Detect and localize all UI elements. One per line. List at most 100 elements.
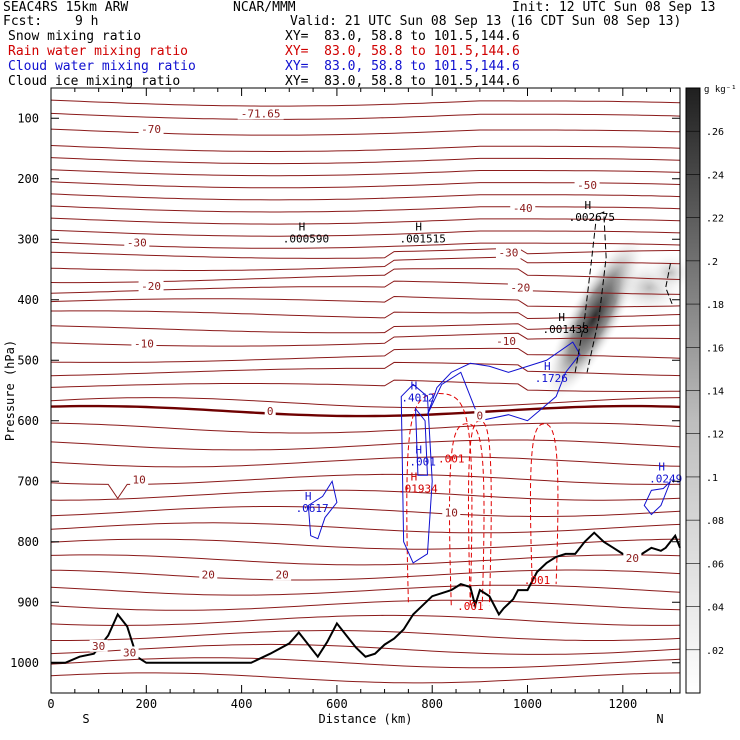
isotherm-line — [50, 229, 681, 237]
isotherm-line — [50, 672, 681, 684]
maximum-value: .000590 — [283, 232, 329, 245]
isotherm-line — [51, 630, 681, 641]
isotherm-line — [50, 205, 681, 213]
maximum-marker: H — [415, 444, 422, 457]
org-label: NCAR/MMM — [233, 0, 296, 15]
colorbar-tick-label: .26 — [706, 127, 724, 138]
maximum-marker: H — [658, 460, 665, 473]
temperature-label-bg — [273, 568, 292, 581]
x-tick-label: 1200 — [608, 697, 637, 711]
maximum-value: .01934 — [398, 483, 438, 496]
temperature-label: 20 — [626, 552, 639, 565]
maximum-marker: H — [299, 220, 306, 233]
temperature-label: 0 — [477, 409, 484, 422]
contour-labels: -71.65 -70 -50 -40 -30 -30 -20 -20 -10 -10 0 0 10 10 2… — [89, 107, 682, 659]
temperature-label-bg — [264, 405, 276, 418]
isotherm-line — [50, 323, 681, 334]
temperature-label: -10 — [134, 337, 154, 350]
direction-south: S — [82, 712, 89, 726]
cloud-ice-contour — [574, 211, 607, 373]
isotherm-line — [50, 404, 681, 418]
colorbar-tick-label: .12 — [706, 430, 724, 441]
isotherm-line — [50, 614, 681, 626]
field-ice-name: Cloud ice mixing ratio — [8, 74, 181, 89]
isotherm-line — [50, 538, 681, 550]
temperature-label: -71.65 — [241, 107, 281, 120]
maximum-value: .002675 — [569, 211, 615, 224]
y-tick-label: 300 — [17, 232, 39, 246]
field-snow-xy: XY= 83.0, 58.8 to 101.5,144.6 — [285, 29, 520, 44]
temperature-label: -20 — [141, 280, 161, 293]
maximum-marker: H — [411, 471, 418, 484]
rain-contour-label: .001 — [524, 574, 551, 587]
field-rain-xy: XY= 83.0, 58.8 to 101.5,144.6 — [285, 44, 520, 59]
cloud-water-contour — [643, 480, 671, 516]
x-tick-label: 200 — [135, 697, 157, 711]
temperature-label-bg — [623, 552, 642, 565]
colorbar: .02 .04 .06 .08 .1 .12 .14 .16 .18 .2 .22 .24 .26 g k… — [685, 85, 737, 694]
isotherm-line — [50, 397, 681, 409]
cloud-water-contour — [426, 341, 581, 422]
colorbar-tick-label: .04 — [706, 603, 724, 614]
rain-contour — [529, 423, 559, 585]
field-cloudwater-xy: XY= 83.0, 58.8 to 101.5,144.6 — [285, 59, 520, 74]
isotherm-line — [50, 554, 681, 566]
field-cloudwater-name: Cloud water mixing ratio — [8, 59, 196, 74]
colorbar-tick-label: .18 — [706, 300, 724, 311]
maximum-marker: H — [558, 311, 565, 324]
isotherm-line — [50, 456, 681, 468]
temperature-label-bg — [130, 473, 149, 486]
temperature-label-bg — [138, 123, 164, 136]
fcst-label: Fcst: — [3, 14, 43, 29]
temperature-label: 20 — [202, 568, 215, 581]
temperature-label-bg — [474, 409, 486, 422]
cloud-ice-contour — [665, 263, 674, 306]
x-tick-label: 800 — [421, 697, 443, 711]
rain-contour — [449, 423, 485, 606]
y-tick-label: 700 — [17, 474, 39, 488]
x-axis-label: Distance (km) — [319, 712, 413, 726]
temperature-label: 30 — [92, 640, 105, 653]
maximum-marker: H — [305, 490, 312, 503]
cloud-water-contour — [400, 383, 433, 564]
temperature-label: -50 — [577, 179, 597, 192]
temperature-label-bg — [493, 334, 519, 347]
terrain-profile — [51, 531, 681, 664]
isotherm-line — [50, 295, 681, 308]
temperature-label: 0 — [267, 405, 274, 418]
y-tick-label: 500 — [17, 353, 39, 367]
x-tick-label: 400 — [231, 697, 253, 711]
isotherm-line — [50, 241, 681, 249]
maximum-value: .001515 — [400, 232, 446, 245]
y-tick-label: 900 — [17, 595, 39, 609]
temperature-label: -10 — [496, 335, 516, 348]
isotherm-line — [50, 522, 681, 534]
valid-time: Valid: 21 UTC Sun 08 Sep 13 (16 CDT Sun … — [290, 14, 682, 29]
isotherm-line — [50, 569, 681, 581]
temperature-label-bg — [131, 337, 157, 350]
maximum-value: .0249 — [649, 472, 682, 485]
isotherm-line — [50, 506, 681, 517]
fcst-value: 9 h — [75, 14, 99, 29]
colorbar-tick-label: .22 — [706, 214, 724, 225]
temperature-label: -20 — [510, 282, 530, 295]
y-tick-label: 400 — [17, 293, 39, 307]
colorbar-tick-label: .1 — [706, 473, 718, 484]
isotherm-line — [50, 169, 681, 177]
temperature-label-bg — [237, 107, 284, 120]
isotherm-line — [50, 347, 681, 363]
y-tick-label: 100 — [17, 111, 39, 125]
temperature-label-bg — [199, 568, 218, 581]
maximum-value: .1726 — [535, 372, 568, 385]
isotherm-line — [50, 489, 681, 501]
temperature-label: -30 — [499, 247, 519, 260]
isotherm-line — [50, 112, 681, 120]
isotherm-line — [50, 439, 681, 451]
cloud-water-contour — [414, 407, 428, 476]
cloud-ice-contours — [574, 211, 674, 373]
temperature-label: 30 — [123, 646, 136, 659]
temperature-label-bg — [495, 246, 521, 259]
terrain-line — [51, 531, 681, 664]
